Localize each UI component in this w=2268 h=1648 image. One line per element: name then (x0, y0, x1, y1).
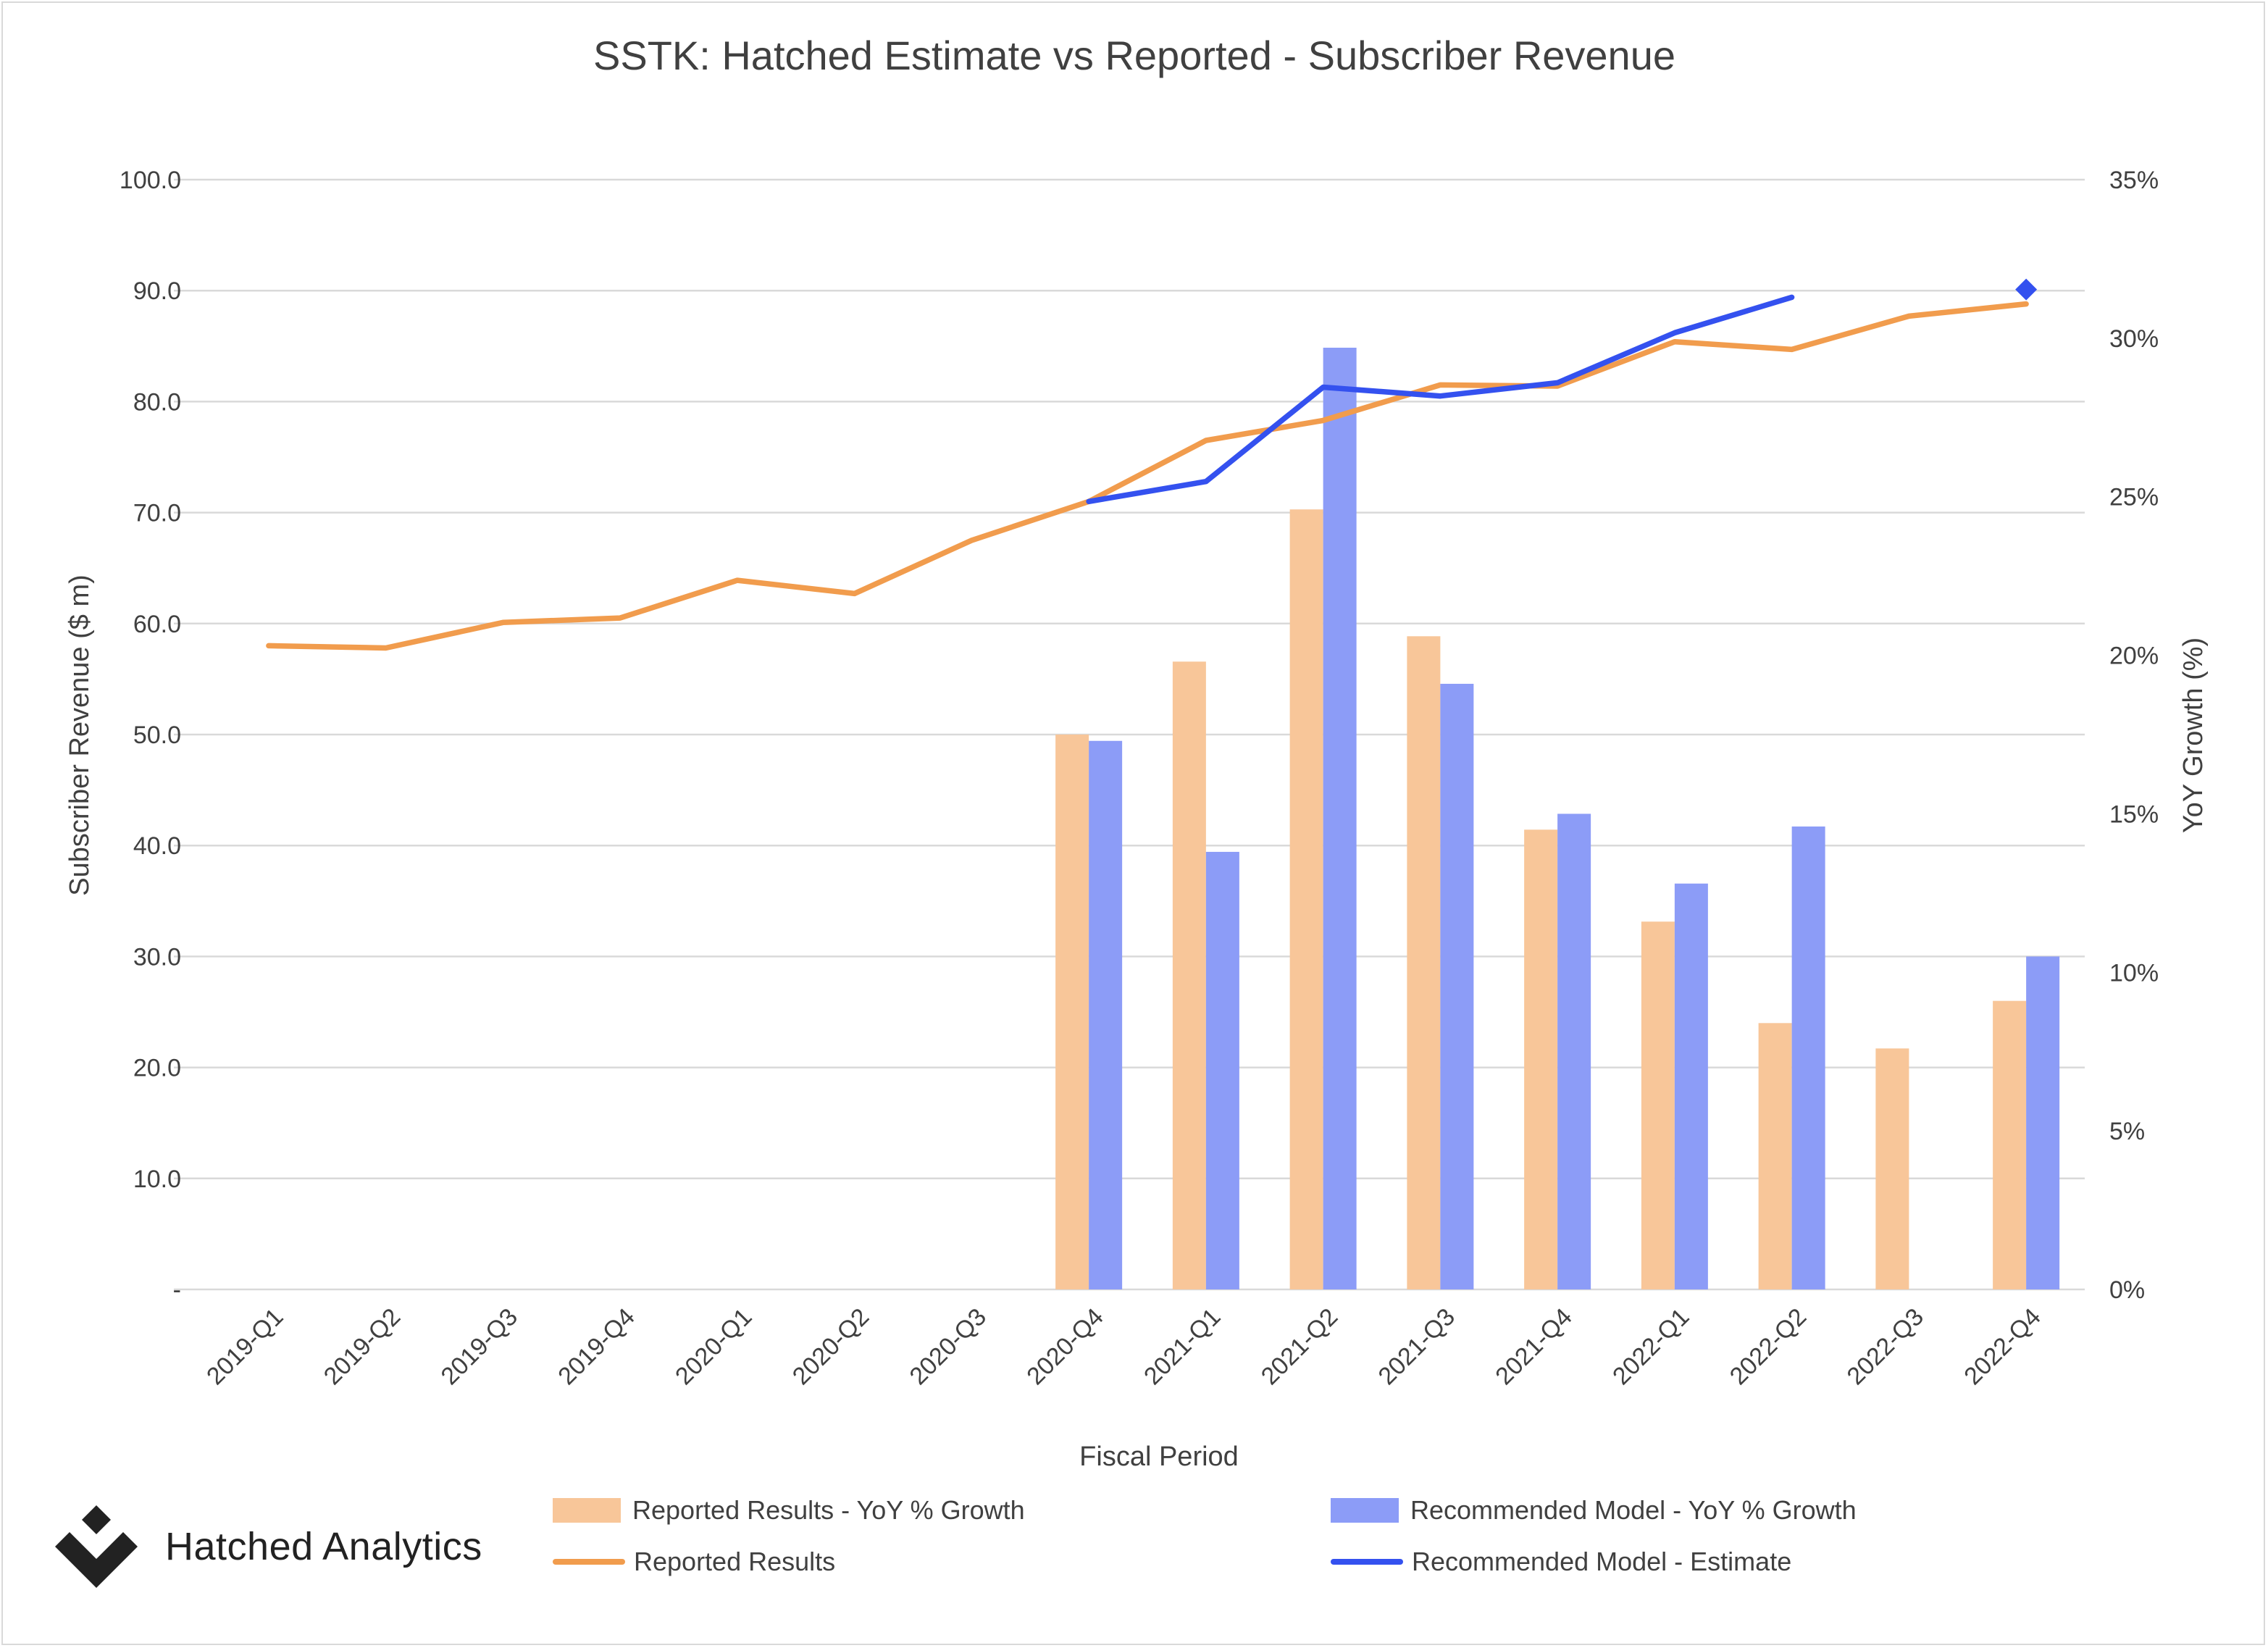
y2-tick-label: 20% (2109, 643, 2159, 670)
bar (2026, 956, 2060, 1289)
x-tick-label: 2021-Q2 (1256, 1303, 1343, 1390)
x-tick-label: 2019-Q4 (553, 1303, 640, 1390)
y-tick-label: 50.0 (133, 721, 181, 749)
y-tick-label: 30.0 (133, 943, 181, 971)
data-point-marker (2015, 278, 2038, 301)
y-axis-title: Subscriber Revenue ($ m) (64, 574, 95, 896)
x-tick-label: 2022-Q3 (1842, 1303, 1929, 1390)
y-tick-label: 40.0 (133, 832, 181, 860)
legend-label-model-growth: Recommended Model - YoY % Growth (1410, 1495, 1857, 1525)
x-tick-label: 2019-Q2 (319, 1303, 406, 1390)
y2-axis-title: YoY Growth (%) (2178, 637, 2209, 833)
y2-tick-label: 15% (2109, 800, 2159, 828)
legend-item-reported-growth: Reported Results - YoY % Growth (553, 1492, 1025, 1528)
legend-swatch-model-growth (1331, 1498, 1399, 1523)
legend-label-model-estimate: Recommended Model - Estimate (1412, 1547, 1792, 1576)
y2-axis-ticks: 0% 5% 10% 15% 20% 25% 30% 35% (2109, 167, 2159, 1304)
y-tick-label: 70.0 (133, 500, 181, 527)
y2-tick-label: 0% (2109, 1276, 2145, 1304)
x-tick-label: 2019-Q1 (201, 1303, 288, 1390)
x-axis-title: Fiscal Period (1079, 1442, 1239, 1472)
bar (1407, 636, 1441, 1289)
legend-swatch-model-estimate (1331, 1559, 1403, 1565)
x-tick-label: 2019-Q3 (436, 1303, 523, 1390)
legend-label-reported-growth: Reported Results - YoY % Growth (632, 1495, 1025, 1525)
bar (1875, 1048, 1909, 1289)
legend-item-model-growth: Recommended Model - YoY % Growth (1331, 1492, 1857, 1528)
y-tick-label: 100.0 (120, 167, 181, 194)
chart-title: SSTK: Hatched Estimate vs Reported - Sub… (593, 33, 1675, 78)
y-tick-label: 80.0 (133, 388, 181, 416)
x-tick-label: 2021-Q4 (1490, 1303, 1577, 1390)
y-tick-label: 90.0 (133, 277, 181, 305)
bar (1289, 509, 1323, 1289)
y-tick-label: 60.0 (133, 611, 181, 638)
legend-label-reported: Reported Results (634, 1547, 836, 1576)
legend-item-reported: Reported Results (553, 1544, 835, 1580)
x-axis-ticks: 2019-Q1 2019-Q2 2019-Q3 2019-Q4 2020-Q1 2020-… (201, 1303, 2046, 1390)
y2-tick-label: 35% (2109, 167, 2159, 194)
bar (1089, 740, 1123, 1289)
y2-tick-label: 25% (2109, 484, 2159, 511)
x-tick-label: 2021-Q3 (1373, 1303, 1460, 1390)
y-tick-label: 20.0 (133, 1055, 181, 1082)
bar (1055, 735, 1089, 1289)
bar (1524, 829, 1558, 1289)
x-tick-label: 2022-Q1 (1607, 1303, 1694, 1390)
y2-tick-label: 30% (2109, 325, 2159, 353)
bar (1323, 347, 1357, 1290)
x-tick-label: 2020-Q3 (905, 1303, 992, 1390)
bar (1791, 826, 1825, 1289)
x-tick-label: 2022-Q2 (1725, 1303, 1812, 1390)
brand-logo: Hatched Analytics (49, 1499, 482, 1594)
lines (266, 278, 2038, 651)
legend-item-model-estimate: Recommended Model - Estimate (1331, 1544, 1791, 1580)
series-line (266, 301, 2029, 651)
bar (1641, 921, 1675, 1289)
x-tick-label: 2020-Q1 (670, 1303, 757, 1390)
legend-swatch-reported (553, 1559, 625, 1565)
series-line (1086, 294, 1795, 505)
y2-tick-label: 5% (2109, 1118, 2145, 1145)
bar (1758, 1023, 1792, 1289)
x-tick-label: 2022-Q4 (1959, 1303, 2046, 1390)
bar (1205, 851, 1239, 1289)
y-axis-ticks: - 10.0 20.0 30.0 40.0 50.0 60.0 70.0 80.0 90.0 100… (120, 167, 181, 1304)
brand-name: Hatched Analytics (165, 1525, 482, 1568)
y2-tick-label: 10% (2109, 959, 2159, 987)
y-tick-label: 10.0 (133, 1166, 181, 1193)
x-tick-label: 2020-Q4 (1021, 1303, 1108, 1390)
bar (1674, 883, 1708, 1289)
y-tick-label: - (173, 1276, 181, 1304)
bar (1993, 1000, 2027, 1289)
legend-swatch-reported-growth (553, 1498, 621, 1523)
bar (1172, 661, 1206, 1289)
bars (1055, 347, 2060, 1290)
x-tick-label: 2020-Q2 (787, 1303, 874, 1390)
diamond-chevron-icon (55, 1505, 138, 1588)
bar (1440, 683, 1474, 1289)
x-tick-label: 2021-Q1 (1139, 1303, 1226, 1390)
bar (1557, 813, 1591, 1289)
